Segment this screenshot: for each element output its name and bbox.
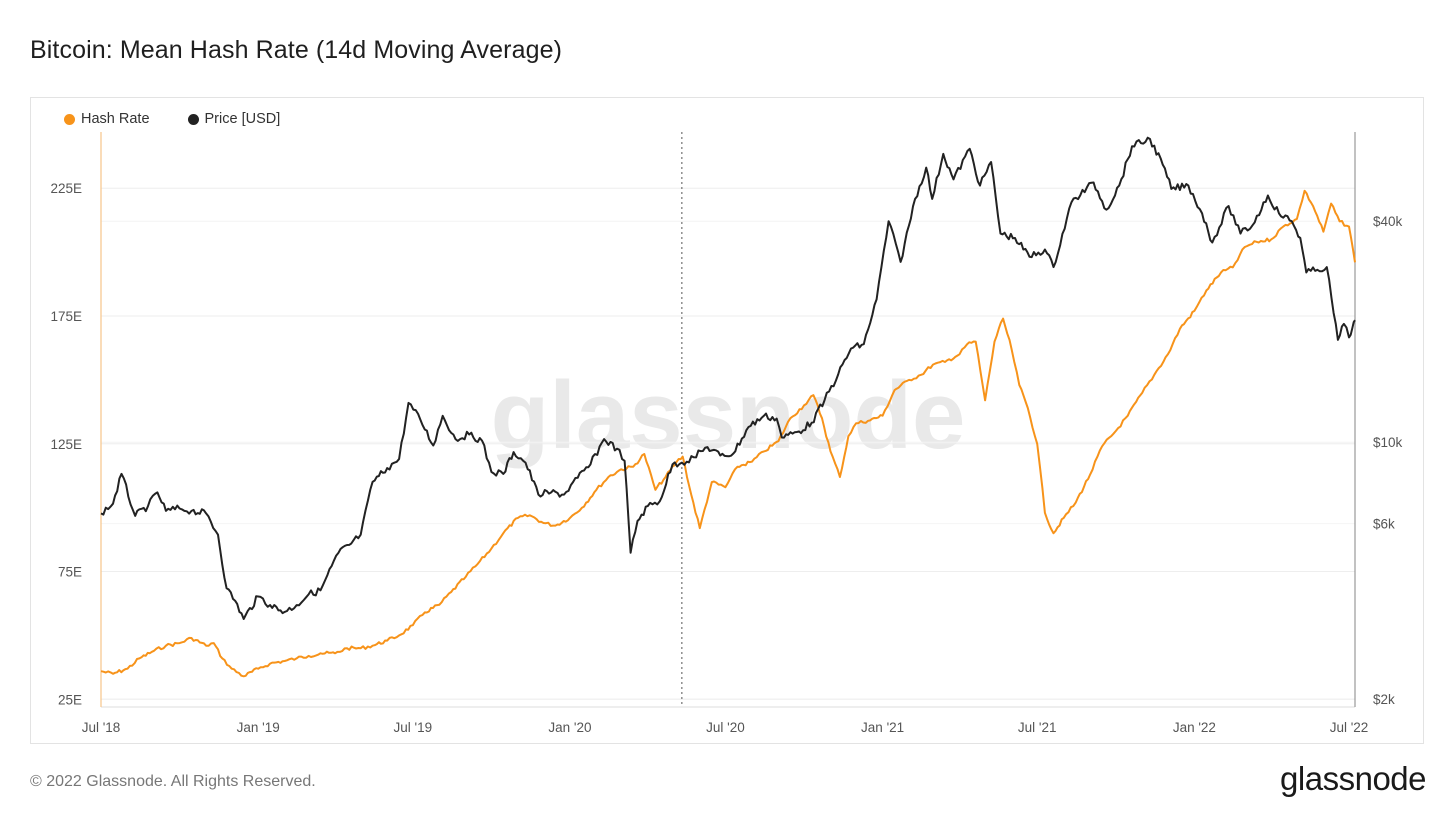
y-right-tick-2: $10k [1373, 435, 1403, 450]
chart-panel [30, 97, 1424, 744]
legend-label-hash-rate: Hash Rate [81, 111, 150, 127]
series-line-price [100, 136, 1356, 620]
y-right-tick-1: $6k [1373, 517, 1395, 532]
x-tick-3: Jan '20 [548, 720, 591, 735]
watermark-text: glassnode [491, 362, 966, 469]
copyright-text: © 2022 Glassnode. All Rights Reserved. [30, 773, 316, 790]
y-right-tick-3: $40k [1373, 214, 1403, 229]
legend-label-price: Price [USD] [204, 111, 281, 127]
x-tick-4: Jul '20 [706, 720, 745, 735]
y-right-tick-0: $2k [1373, 692, 1395, 707]
y-left-tick-2: 125E [50, 437, 82, 452]
x-tick-6: Jul '21 [1018, 720, 1057, 735]
y-left-tick-0: 25E [58, 692, 82, 707]
legend-item-hash-rate[interactable]: Hash Rate [64, 111, 150, 127]
legend-item-price[interactable]: Price [USD] [187, 111, 281, 127]
series-line-hash-rate [100, 189, 1356, 678]
y-left-tick-3: 175E [50, 309, 82, 324]
x-tick-2: Jul '19 [393, 720, 432, 735]
legend-dot-price [187, 113, 199, 125]
x-tick-0: Jul '18 [82, 720, 121, 735]
x-tick-7: Jan '22 [1173, 720, 1216, 735]
x-tick-5: Jan '21 [861, 720, 904, 735]
legend-dot-hash-rate [64, 113, 75, 125]
glassnode-logo: glassnode [1280, 760, 1426, 797]
x-tick-1: Jan '19 [237, 720, 280, 735]
gridlines [101, 187, 1355, 700]
x-tick-8: Jul '22 [1330, 720, 1369, 735]
chart-title: Bitcoin: Mean Hash Rate (14d Moving Aver… [30, 36, 562, 64]
tick-labels: 25E 75E 125E 175E 225E $2k $6k $10k $40k Jul '18 J… [50, 181, 1402, 735]
axes [100, 132, 1356, 708]
y-left-tick-4: 225E [50, 181, 82, 196]
series-layer [100, 136, 1356, 678]
y-left-tick-1: 75E [58, 565, 82, 580]
chart-legend: Hash Rate Price [USD] [64, 111, 280, 127]
